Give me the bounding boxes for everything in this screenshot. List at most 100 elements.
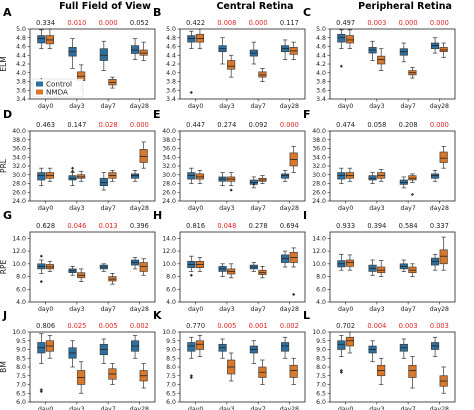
nmda-box: [195, 170, 204, 184]
box-iqr: [439, 47, 448, 53]
nmda-box: [45, 167, 54, 182]
x-tick-label: day0: [188, 406, 203, 410]
x-tick-label: day28: [430, 306, 449, 313]
p-value: 0.003: [367, 19, 386, 27]
panel-letter: C: [303, 6, 311, 19]
y-tick-label: 4.6: [16, 44, 26, 51]
control-box: [131, 170, 140, 182]
nmda-box: [258, 68, 267, 82]
x-tick-label: day28: [430, 205, 449, 212]
control-box: [131, 257, 140, 270]
nmda-box: [139, 141, 148, 169]
p-value: 0.010: [67, 19, 86, 27]
y-tick-label: 7.0: [316, 382, 326, 389]
panel-h: H 0.816 0.048 0.278 0.694 4.0 6.0 8.0 10.0 12.0 14…: [153, 209, 306, 313]
x-tick-label: day3: [69, 406, 84, 410]
x-tick-label: day28: [430, 406, 449, 410]
box-iqr: [131, 173, 140, 179]
control-box: [99, 338, 108, 364]
x-tick-label: day0: [188, 103, 203, 110]
x-tick-label: day0: [38, 406, 53, 410]
nmda-box: [408, 356, 417, 389]
y-tick-label: 38.0: [162, 137, 176, 144]
y-tick-label: 32.0: [162, 163, 176, 170]
y-tick-label: 6.5: [16, 390, 26, 397]
control-box: [249, 176, 258, 189]
outlier-point: [189, 375, 193, 380]
y-tick-label: 4.8: [16, 35, 26, 42]
p-value: 0.274: [217, 121, 236, 129]
box-iqr: [37, 35, 46, 44]
nmda-box: [227, 172, 236, 192]
outlier-point: [70, 169, 75, 173]
box-iqr: [99, 48, 108, 61]
nmda-box: [227, 352, 236, 382]
plot-frame: [329, 231, 456, 303]
y-tick-label: 7.0: [16, 382, 26, 389]
p-value: 0.005: [99, 322, 118, 330]
outlier-point: [39, 388, 43, 392]
box-iqr: [68, 175, 77, 181]
control-box: [337, 167, 346, 184]
y-tick-label: 3.4: [166, 96, 176, 103]
p-value: 0.008: [217, 19, 236, 27]
p-value: 0.000: [430, 121, 449, 129]
control-box: [431, 170, 440, 182]
p-value: 0.770: [186, 322, 205, 330]
control-box: [281, 250, 290, 268]
p-value: 0.000: [99, 19, 118, 27]
box-iqr: [368, 175, 377, 181]
x-tick-label: day3: [69, 205, 84, 212]
p-value: 0.000: [430, 19, 449, 27]
y-axis-label: ELM: [0, 56, 8, 71]
legend-label: NMDA: [46, 87, 68, 96]
y-tick-label: 32.0: [312, 163, 326, 170]
p-value: 0.001: [249, 322, 268, 330]
y-axis-label: PRL: [0, 158, 8, 173]
nmda-box: [258, 175, 267, 184]
box-iqr: [37, 172, 46, 181]
y-tick-label: 26.0: [312, 189, 326, 196]
p-value: 0.000: [130, 121, 149, 129]
x-tick-label: day7: [100, 205, 115, 212]
y-tick-label: 6.0: [166, 286, 176, 293]
y-tick-label: 38.0: [312, 137, 326, 144]
x-tick-label: day3: [369, 205, 384, 212]
control-box: [131, 38, 140, 60]
p-value: 0.025: [67, 322, 86, 330]
p-value: 0.092: [249, 121, 268, 129]
y-tick-label: 32.0: [12, 163, 26, 170]
box-iqr: [439, 249, 448, 265]
y-tick-label: 26.0: [162, 189, 176, 196]
y-axis-label: RPE: [0, 260, 8, 275]
x-tick-label: day0: [38, 306, 53, 313]
panel-l: L0.702 0.004 0.003 0.0036.06.57.07.58.08.59…: [303, 309, 456, 410]
y-tick-label: 24.0: [312, 198, 326, 205]
x-tick-label: day28: [130, 103, 149, 110]
control-box: [99, 263, 108, 272]
x-tick-label: day28: [130, 306, 149, 313]
y-tick-label: 7.5: [166, 373, 176, 380]
control-box: [431, 336, 440, 357]
y-tick-label: 4.4: [166, 52, 176, 59]
control-box: [131, 335, 140, 359]
nmda-box: [377, 169, 386, 182]
p-value: 0.933: [336, 222, 355, 230]
panel-c: C0.497 0.003 0.000 0.0003.43.63.84.04.24.44…: [303, 6, 456, 110]
nmda-box: [345, 254, 354, 271]
y-tick-label: 10.0: [12, 329, 26, 336]
x-tick-label: day7: [250, 103, 265, 110]
control-box: [37, 254, 46, 284]
box-iqr: [227, 60, 236, 70]
y-tick-label: 9.5: [166, 338, 176, 345]
y-axis-label: BM: [0, 361, 8, 373]
y-tick-label: 28.0: [162, 181, 176, 188]
p-value: 0.337: [430, 222, 449, 230]
x-tick-label: day0: [188, 205, 203, 212]
y-tick-label: 4.2: [316, 61, 326, 68]
outlier-point: [189, 90, 193, 95]
y-tick-label: 5.0: [166, 26, 176, 33]
panel-a: A0.334 0.010 0.000 0.0523.43.63.84.04.24.44…: [0, 6, 156, 110]
panel-f: F 0.474 0.058 0.208 0.000 24.0 26.028.0 30.0 32.…: [303, 108, 456, 212]
